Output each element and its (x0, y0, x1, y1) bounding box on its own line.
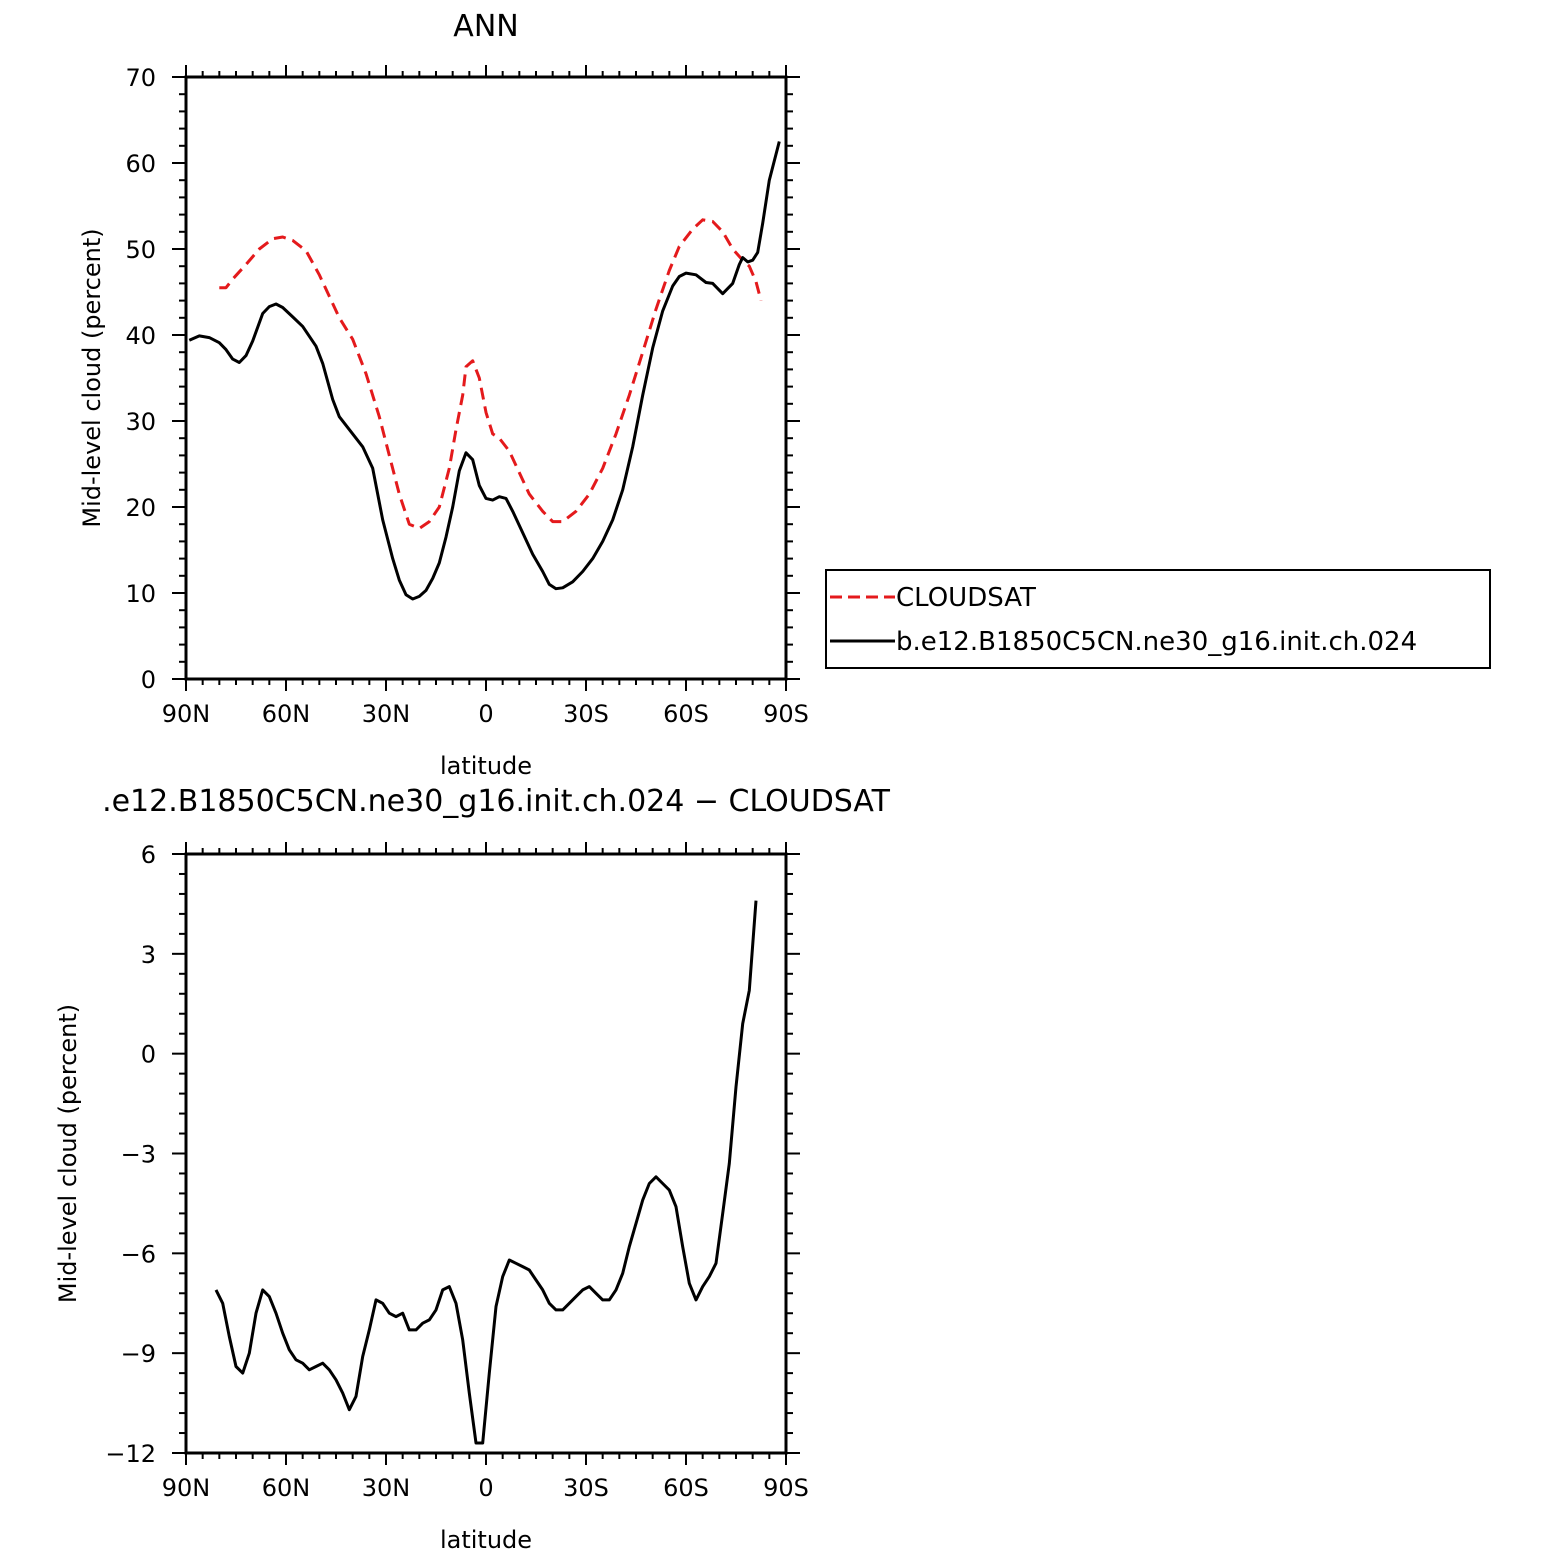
y-tick-label: 60 (125, 150, 156, 178)
y-tick-label: 10 (125, 580, 156, 608)
x-tick-label: 90S (763, 700, 809, 728)
x-tick-label: 30S (563, 700, 609, 728)
y-tick-label: 50 (125, 236, 156, 264)
plot-frame (184, 852, 788, 1455)
series-line-model (188, 141, 781, 601)
y-axis-label: Mid-level cloud (percent) (54, 1004, 82, 1303)
legend-box (825, 569, 1491, 669)
x-tick-label: 90N (162, 1474, 211, 1502)
x-tick-label: 60N (262, 700, 311, 728)
y-tick-label: 70 (125, 64, 156, 92)
y-tick-label: 40 (125, 322, 156, 350)
x-tick-label: 60S (663, 700, 709, 728)
x-tick-label: 30N (362, 700, 411, 728)
x-tick-label: 60S (663, 1474, 709, 1502)
bottom-panel: .e12.B1850C5CN.ne30_g16.init.ch.024 − CL… (54, 784, 891, 1554)
x-tick-label: 90S (763, 1474, 809, 1502)
plot-frame (184, 75, 788, 681)
legend: CLOUDSAT b.e12.B1850C5CN.ne30_g16.init.c… (825, 569, 1491, 669)
legend-label-cloudsat: CLOUDSAT (896, 583, 1036, 613)
y-tick-label: 0 (141, 1041, 156, 1069)
plot-title: .e12.B1850C5CN.ne30_g16.init.ch.024 − CL… (102, 784, 891, 819)
x-tick-label: 30S (563, 1474, 609, 1502)
y-tick-label: −9 (121, 1340, 156, 1368)
x-tick-label: 0 (478, 1474, 493, 1502)
top-panel: ANN 90N 60N 30N 0 30S 60S 90S 0 10 20 30 40 50 60 70 lat… (78, 9, 809, 780)
y-tick-label: 30 (125, 408, 156, 436)
x-tick-label: 30N (362, 1474, 411, 1502)
plot-title: ANN (453, 9, 518, 44)
x-tick-label: 90N (162, 700, 211, 728)
legend-label-model: b.e12.B1850C5CN.ne30_g16.init.ch.024 (896, 627, 1417, 657)
x-axis-label: latitude (440, 752, 532, 780)
y-tick-label: −6 (121, 1240, 156, 1268)
series-line-difference (214, 900, 758, 1445)
y-tick-label: 3 (141, 941, 156, 969)
y-tick-label: −3 (121, 1141, 156, 1169)
x-tick-label: 60N (262, 1474, 311, 1502)
y-tick-label: 0 (141, 666, 156, 694)
y-axis-label: Mid-level cloud (percent) (78, 228, 106, 527)
x-axis-label: latitude (440, 1526, 532, 1554)
y-tick-label: −12 (105, 1440, 156, 1468)
y-tick-label: 20 (125, 494, 156, 522)
series-line-cloudsat (219, 218, 763, 530)
y-tick-label: 6 (141, 841, 156, 869)
x-tick-label: 0 (478, 700, 493, 728)
